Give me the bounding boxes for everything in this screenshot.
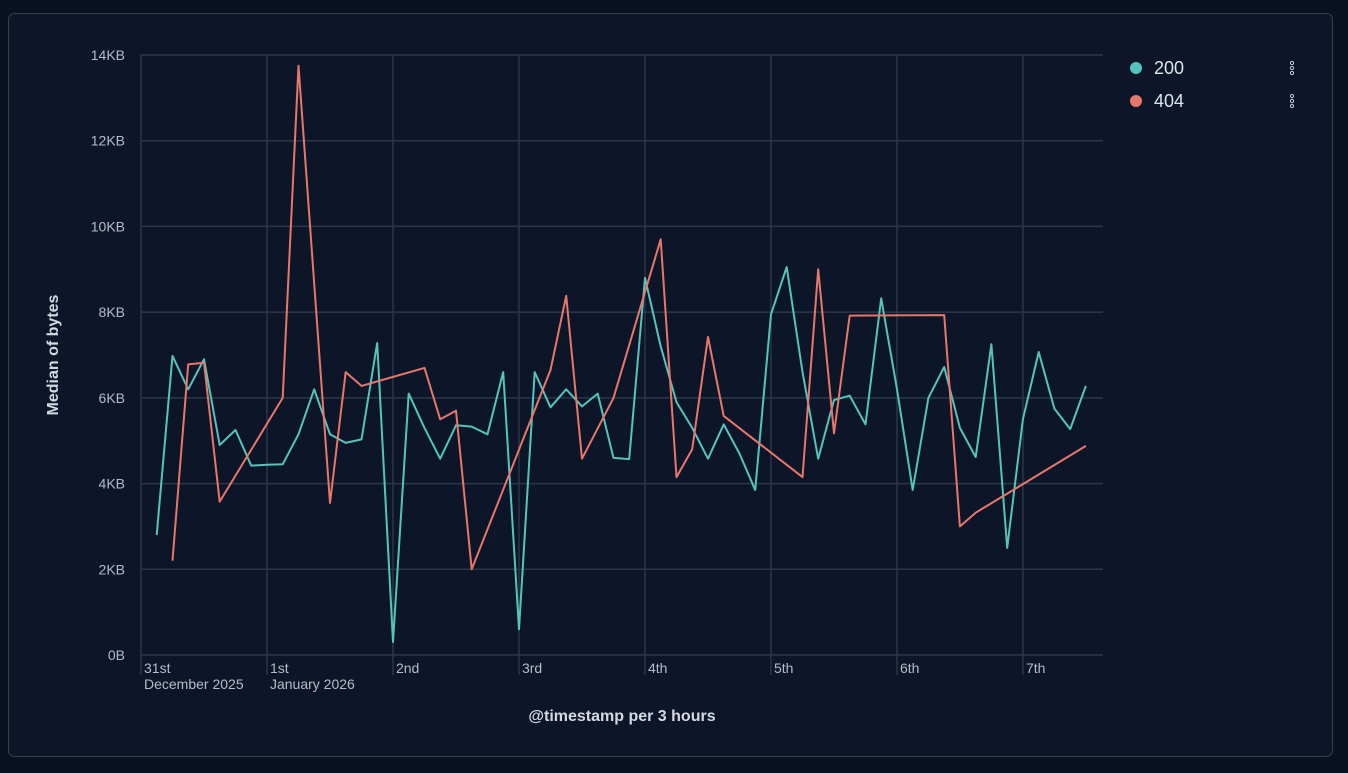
y-tick-label: 4KB	[99, 476, 125, 492]
x-tick-label: 1st	[270, 660, 289, 676]
y-tick-label: 14KB	[91, 47, 125, 63]
legend-item-200[interactable]: 200	[1130, 58, 1295, 78]
series-line-404[interactable]	[171, 64, 1087, 571]
y-tick-label: 12KB	[91, 133, 125, 149]
x-tick-sublabel: January 2026	[270, 676, 355, 692]
x-tick-label: 2nd	[396, 660, 419, 676]
series-lines	[155, 64, 1087, 644]
y-axis-label: Median of bytes	[45, 294, 62, 415]
x-tick-label: 31st	[144, 660, 171, 676]
legend-label: 404	[1154, 91, 1184, 111]
y-tick-label: 10KB	[91, 218, 125, 234]
series-line-200[interactable]	[155, 266, 1087, 644]
grid	[140, 54, 1103, 675]
legend-label: 200	[1154, 58, 1184, 78]
x-tick-label: 3rd	[522, 660, 542, 676]
legend: 200 404	[1130, 58, 1295, 111]
x-tick-label: 4th	[648, 660, 667, 676]
vertical-ellipsis-icon[interactable]	[1289, 60, 1295, 76]
legend-item-404[interactable]: 404	[1130, 91, 1295, 111]
legend-dot-icon	[1130, 95, 1142, 107]
y-tick-label: 8KB	[99, 304, 125, 320]
y-tick-label: 6KB	[99, 390, 125, 406]
y-tick-label: 2KB	[99, 561, 125, 577]
x-tick-label: 5th	[774, 660, 793, 676]
y-tick-label: 0B	[108, 647, 125, 663]
x-tick-sublabel: December 2025	[144, 676, 244, 692]
x-axis-label: @timestamp per 3 hours	[528, 708, 715, 725]
x-tick-label: 6th	[900, 660, 919, 676]
vertical-ellipsis-icon[interactable]	[1289, 93, 1295, 109]
legend-dot-icon	[1130, 62, 1142, 74]
y-axis-ticks: 0B 2KB 4KB 6KB 8KB 10KB 12KB 14KB	[91, 47, 125, 663]
x-tick-label: 7th	[1026, 660, 1045, 676]
